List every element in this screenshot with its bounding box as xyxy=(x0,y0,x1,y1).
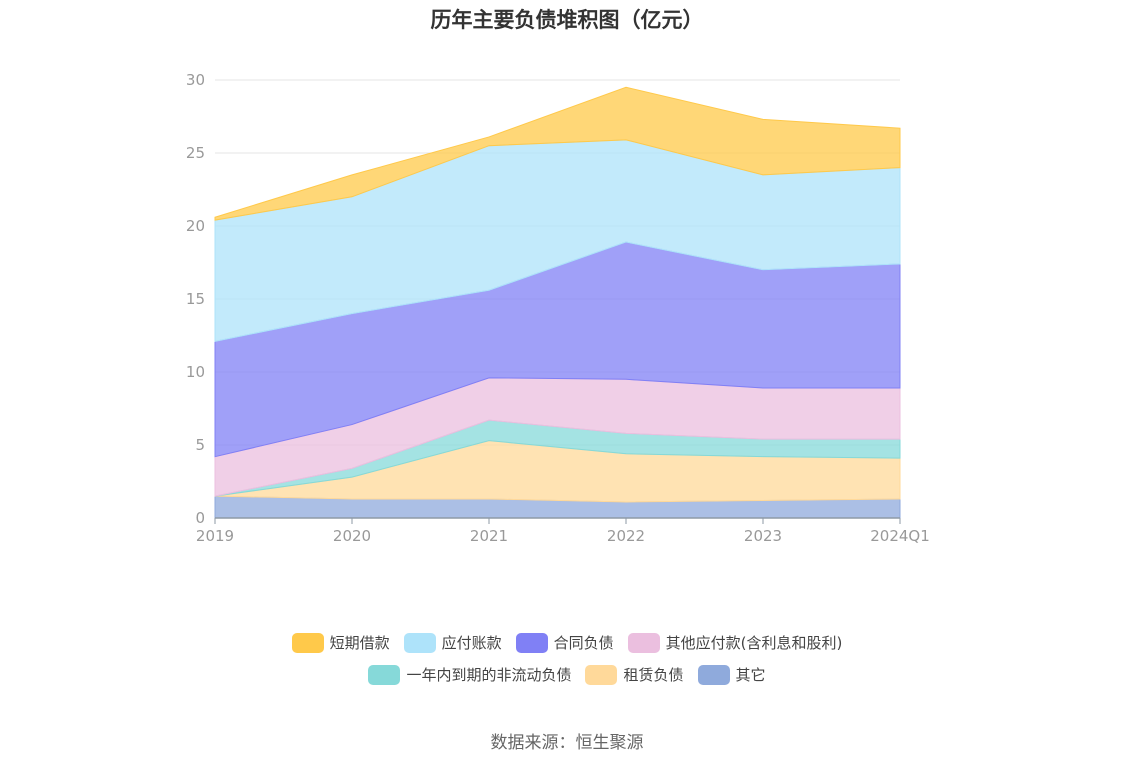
legend-swatch xyxy=(291,632,324,653)
legend-label: 合同负债 xyxy=(553,634,614,652)
y-tick-label: 15 xyxy=(186,290,205,308)
legend-item[interactable]: 租赁负债 xyxy=(585,664,684,685)
y-tick-label: 25 xyxy=(186,144,205,162)
legend-row-2: 一年内到期的非流动负债 租赁负债 其它 xyxy=(0,664,1134,685)
x-tick-label: 2019 xyxy=(196,527,234,545)
legend-item[interactable]: 其他应付款(含利息和股利) xyxy=(627,632,843,653)
legend-label: 应付账款 xyxy=(441,634,502,652)
y-tick-label: 10 xyxy=(186,363,205,381)
legend-swatch xyxy=(585,664,618,685)
legend-label: 其它 xyxy=(735,666,766,684)
legend-row-1: 短期借款 应付账款 合同负债 其他应付款(含利息和股利) xyxy=(0,632,1134,653)
legend-swatch xyxy=(403,632,436,653)
legend-item[interactable]: 应付账款 xyxy=(403,632,502,653)
area-短期借款 xyxy=(214,86,901,221)
x-tick-label: 2021 xyxy=(470,527,508,545)
legend-label: 短期借款 xyxy=(329,634,390,652)
legend-label: 一年内到期的非流动负债 xyxy=(406,666,572,684)
legend-label: 其他应付款(含利息和股利) xyxy=(665,634,843,652)
legend-swatch xyxy=(697,664,730,685)
data-source: 数据来源：恒生聚源 xyxy=(490,733,644,753)
x-tick-label: 2024Q1 xyxy=(870,527,930,545)
y-tick-label: 0 xyxy=(195,509,205,527)
legend-item[interactable]: 一年内到期的非流动负债 xyxy=(368,664,571,685)
legend-label: 租赁负债 xyxy=(623,666,684,684)
y-tick-label: 5 xyxy=(195,436,205,454)
chart-title: 历年主要负债堆积图（亿元） xyxy=(430,8,704,32)
legend-swatch xyxy=(515,632,548,653)
x-tick-label: 2020 xyxy=(333,527,371,545)
legend-item[interactable]: 合同负债 xyxy=(515,632,614,653)
legend-item[interactable]: 其它 xyxy=(697,664,766,685)
legend-item[interactable]: 短期借款 xyxy=(291,632,390,653)
y-tick-label: 30 xyxy=(186,71,205,89)
y-tick-label: 20 xyxy=(186,217,205,235)
x-tick-label: 2023 xyxy=(744,527,782,545)
legend-swatch xyxy=(627,632,660,653)
x-tick-label: 2022 xyxy=(607,527,645,545)
legend-swatch xyxy=(368,664,401,685)
